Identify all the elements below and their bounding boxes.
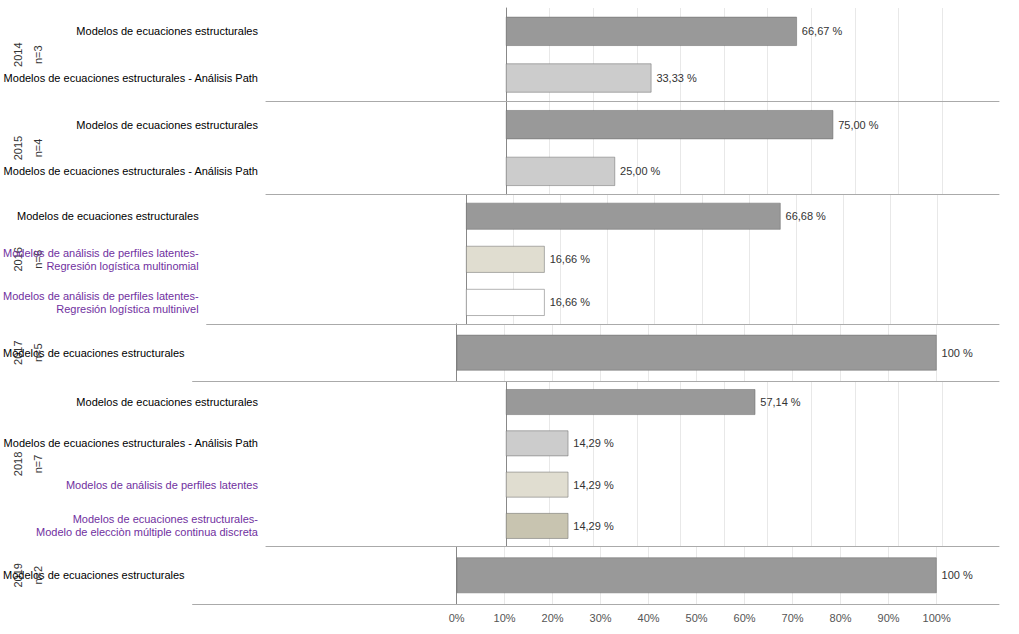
svg-text:2016: 2016 [12,247,24,272]
svg-text:Modelos de ecuaciones estructu: Modelos de ecuaciones estructurales [76,119,258,131]
svg-text:16,66 %: 16,66 % [550,253,591,265]
svg-text:75,00 %: 75,00 % [838,119,879,131]
svg-text:33,33 %: 33,33 % [656,72,697,84]
svg-text:Modelos de ecuaciones estructu: Modelos de ecuaciones estructurales [76,396,258,408]
svg-text:Modelos de análisis de perfile: Modelos de análisis de perfiles latentes… [3,290,199,302]
svg-text:20%: 20% [542,612,564,624]
svg-text:2017: 2017 [12,340,24,365]
svg-text:60%: 60% [734,612,756,624]
svg-text:40%: 40% [638,612,660,624]
svg-text:2019: 2019 [12,563,24,588]
svg-text:25,00 %: 25,00 % [620,165,661,177]
svg-text:14,29 %: 14,29 % [573,437,614,449]
svg-text:Modelos de ecuaciones estructu: Modelos de ecuaciones estructurales - An… [4,72,258,84]
svg-text:57,14 %: 57,14 % [760,396,801,408]
svg-text:2018: 2018 [12,452,24,476]
svg-text:10%: 10% [494,612,516,624]
svg-text:100%: 100% [923,612,951,624]
svg-text:14,29 %: 14,29 % [573,479,614,491]
svg-text:30%: 30% [590,612,612,624]
svg-text:n=6: n=6 [32,250,44,269]
svg-text:0%: 0% [449,612,465,624]
svg-text:Regresión logística multinomia: Regresión logística multinomial [46,260,198,272]
svg-text:50%: 50% [686,612,708,624]
svg-text:Modelos de ecuaciones estructu: Modelos de ecuaciones estructurales [17,210,199,222]
svg-text:Modelos de ecuaciones estructu: Modelos de ecuaciones estructurales [3,569,185,581]
svg-text:Modelos de análisis de perfile: Modelos de análisis de perfiles latentes… [3,247,199,259]
svg-text:Modelos de ecuaciones estructu: Modelos de ecuaciones estructurales - An… [4,437,258,449]
svg-text:100 %: 100 % [942,569,973,581]
svg-text:66,68 %: 66,68 % [786,210,827,222]
svg-text:n=3: n=3 [32,45,44,64]
svg-text:Modelo de elecciòn múltiple co: Modelo de elecciòn múltiple continua dis… [36,526,259,538]
svg-text:Modelos de análisis de perfile: Modelos de análisis de perfiles latentes [66,479,259,491]
svg-text:80%: 80% [830,612,852,624]
svg-text:Regresión logística multinivel: Regresión logística multinivel [56,303,198,315]
svg-text:n=4: n=4 [32,139,44,158]
svg-text:n=7: n=7 [32,455,44,474]
svg-text:Modelos de ecuaciones estructu: Modelos de ecuaciones estructurales [3,347,185,359]
svg-text:Modelos de ecuaciones estructu: Modelos de ecuaciones estructurales- [73,513,259,525]
svg-text:90%: 90% [878,612,900,624]
svg-text:100 %: 100 % [942,347,973,359]
svg-text:Modelos de ecuaciones estructu: Modelos de ecuaciones estructurales - An… [4,165,258,177]
svg-text:16,66 %: 16,66 % [550,296,591,308]
svg-text:2015: 2015 [12,136,24,160]
svg-text:14,29 %: 14,29 % [573,520,614,532]
svg-text:70%: 70% [782,612,804,624]
svg-text:66,67 %: 66,67 % [802,25,843,37]
svg-text:2014: 2014 [12,42,24,66]
svg-text:Modelos de ecuaciones estructu: Modelos de ecuaciones estructurales [76,25,258,37]
